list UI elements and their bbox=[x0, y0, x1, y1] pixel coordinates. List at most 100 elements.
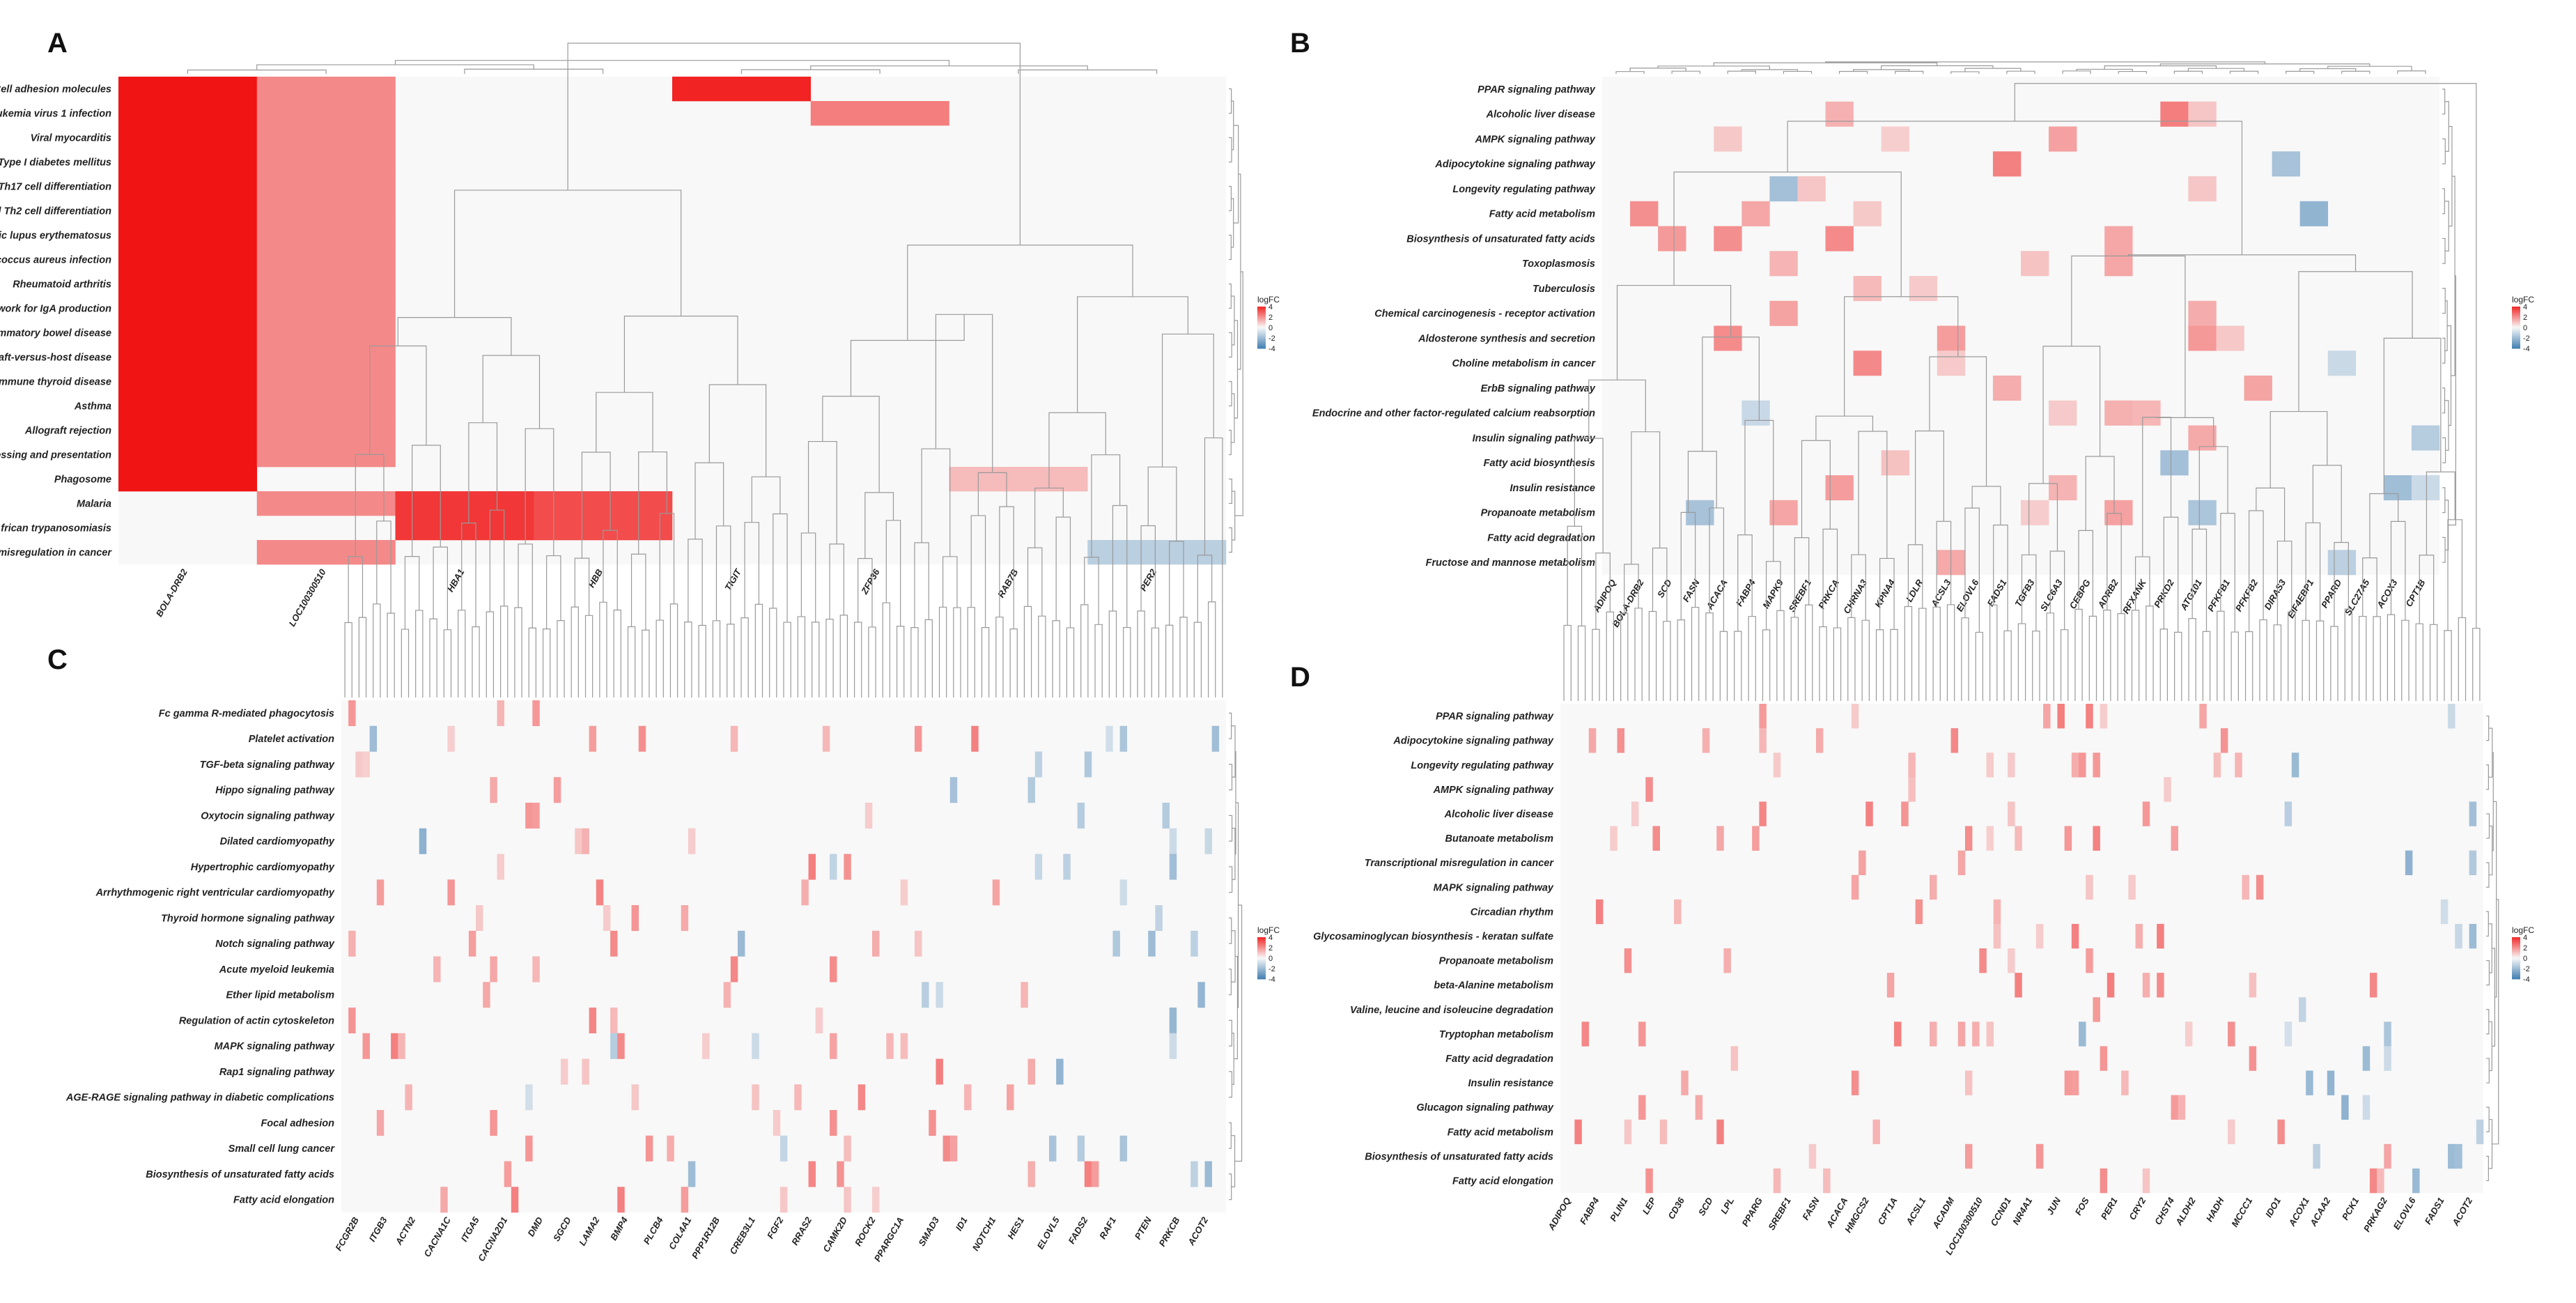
panel-D-column-dendrogram bbox=[1993, 524, 2008, 631]
panel-D-legend-swatch bbox=[2512, 969, 2520, 970]
panel-B-cell bbox=[1769, 300, 1798, 326]
panel-D-cell bbox=[2405, 850, 2413, 875]
panel-C-column-label: PPARGC1A bbox=[872, 1215, 906, 1263]
panel-D-column-dendrogram bbox=[1858, 431, 1888, 559]
panel-C-column-dendrogram bbox=[642, 629, 650, 697]
panel-D-column-label: NR4A1 bbox=[2010, 1196, 2034, 1226]
panel-D-column-label: HADH bbox=[2204, 1195, 2226, 1224]
panel-B-cell bbox=[2188, 500, 2217, 525]
panel-B-cell bbox=[2383, 475, 2412, 501]
panel-B-cell bbox=[2299, 201, 2329, 226]
panel-B-column-dendrogram bbox=[1615, 71, 1645, 74]
panel-C-column-label: CACNA1C bbox=[421, 1215, 453, 1258]
panel-C-cell bbox=[681, 905, 689, 932]
panel-D-row-label: Transcriptional misregulation in cancer bbox=[1365, 858, 1555, 869]
panel-B-column-dendrogram bbox=[2397, 70, 2426, 74]
panel-A-legend-swatch bbox=[1257, 334, 1266, 337]
panel-D-cell bbox=[1972, 1021, 1980, 1047]
panel-A-cell bbox=[256, 540, 396, 565]
panel-D-legend-tick: 4 bbox=[2523, 934, 2527, 942]
panel-D-column-dendrogram bbox=[2146, 606, 2154, 701]
panel-D-cell bbox=[1964, 1070, 1973, 1095]
panel-D-column-dendrogram bbox=[2163, 516, 2179, 633]
panel-B-legend-swatch bbox=[2512, 316, 2520, 318]
panel-C-cell bbox=[801, 879, 809, 906]
panel-D-column-dendrogram bbox=[2074, 608, 2083, 701]
panel-B-cell bbox=[1630, 201, 1659, 226]
panel-A-cell bbox=[118, 467, 258, 492]
panel-C-column-label: CACNA2D1 bbox=[476, 1215, 509, 1263]
panel-C-cell bbox=[1091, 1161, 1099, 1187]
panel-D-cell bbox=[2235, 753, 2242, 778]
panel-B-legend-swatch bbox=[2512, 309, 2520, 310]
panel-C-cell bbox=[964, 1084, 972, 1111]
panel-C-label: C bbox=[47, 645, 68, 675]
panel-D-column-label: ACOX1 bbox=[2286, 1196, 2311, 1228]
panel-D-column-label: FABP4 bbox=[1578, 1195, 1601, 1226]
panel-D-cell bbox=[1716, 826, 1724, 851]
panel-D-column-dendrogram bbox=[1592, 629, 1600, 701]
panel-D-column-dendrogram bbox=[2429, 624, 2438, 701]
panel-D-row-label: Fatty acid elongation bbox=[1452, 1175, 1553, 1187]
panel-C-cell bbox=[1027, 1161, 1035, 1187]
panel-C-column-dendrogram bbox=[542, 629, 551, 697]
panel-B-row-dendrogram bbox=[2442, 188, 2445, 215]
panel-C-column-label: HES1 bbox=[1005, 1215, 1026, 1241]
panel-C-column-label: PPP1R12B bbox=[690, 1215, 722, 1260]
panel-C-row-label: Notch signaling pathway bbox=[215, 939, 335, 950]
panel-C-cell bbox=[419, 828, 427, 854]
panel-D-cell bbox=[1617, 728, 1625, 753]
panel-C-cell bbox=[476, 905, 483, 932]
panel-C-cell bbox=[483, 982, 490, 1008]
panel-B-column-dendrogram bbox=[2173, 70, 2203, 74]
panel-C-column-dendrogram bbox=[1151, 627, 1160, 697]
panel-C-cell bbox=[872, 1187, 880, 1213]
panel-C-column-dendrogram bbox=[783, 622, 791, 697]
panel-D-legend-swatch bbox=[2512, 946, 2520, 948]
panel-A-row-dendrogram bbox=[1229, 478, 1232, 504]
panel-C-cell bbox=[1204, 828, 1212, 854]
panel-C-cell bbox=[914, 930, 922, 957]
panel-B-row-label: PPAR signaling pathway bbox=[1477, 84, 1596, 95]
panel-D-cell bbox=[2412, 1168, 2420, 1194]
panel-C-cell bbox=[942, 1135, 951, 1162]
panel-B-column-label: PFKFB2 bbox=[2233, 577, 2260, 613]
panel-D-column-dendrogram bbox=[2014, 83, 2477, 629]
panel-C-row-dendrogram bbox=[1236, 802, 1239, 1008]
panel-D-column-dendrogram bbox=[2003, 630, 2012, 701]
panel-D-column-label: PCK1 bbox=[2340, 1196, 2361, 1222]
panel-C-column-dendrogram bbox=[486, 611, 495, 697]
panel-C-cell bbox=[610, 930, 618, 957]
panel-C-column-dendrogram bbox=[348, 556, 364, 623]
panel-A-row-label: Malaria bbox=[77, 499, 111, 510]
panel-D-column-dendrogram bbox=[2269, 410, 2328, 488]
panel-D-legend-swatch bbox=[2512, 948, 2520, 950]
panel-C-cell bbox=[1162, 803, 1170, 829]
panel-C-column-dendrogram bbox=[404, 556, 420, 630]
panel-A-row-dendrogram bbox=[1229, 137, 1232, 163]
panel-A-legend-swatch bbox=[1257, 346, 1266, 348]
panel-B-cell bbox=[1741, 400, 1770, 426]
panel-D-row-label: Circadian rhythm bbox=[1471, 907, 1553, 918]
panel-D-row-label: Tryptophan metabolism bbox=[1439, 1029, 1553, 1040]
panel-C-column-dendrogram bbox=[525, 428, 554, 556]
panel-D-row-dendrogram bbox=[2486, 911, 2489, 937]
panel-A-legend-swatch bbox=[1257, 316, 1266, 318]
panel-D-cell bbox=[2142, 1168, 2150, 1194]
panel-C-column-dendrogram bbox=[461, 523, 476, 627]
panel-D-row-dendrogram bbox=[2486, 1058, 2490, 1084]
panel-C-cell bbox=[1169, 828, 1177, 854]
panel-A-legend-swatch bbox=[1257, 338, 1266, 339]
panel-D-cell bbox=[1930, 874, 1937, 900]
panel-A-cell bbox=[118, 321, 258, 346]
panel-D-row-label: AMPK signaling pathway bbox=[1433, 785, 1554, 796]
panel-C-column-dendrogram bbox=[839, 615, 848, 697]
panel-B-column-dendrogram bbox=[2118, 70, 2147, 74]
panel-C-cell bbox=[582, 828, 589, 854]
panel-B-column-label: CEBPG bbox=[2067, 578, 2093, 611]
panel-D-column-dendrogram bbox=[1961, 617, 1969, 701]
panel-C-column-label: ID1 bbox=[954, 1215, 970, 1233]
panel-C-legend-swatch bbox=[1257, 937, 1266, 939]
panel-D-cell bbox=[2093, 826, 2100, 851]
